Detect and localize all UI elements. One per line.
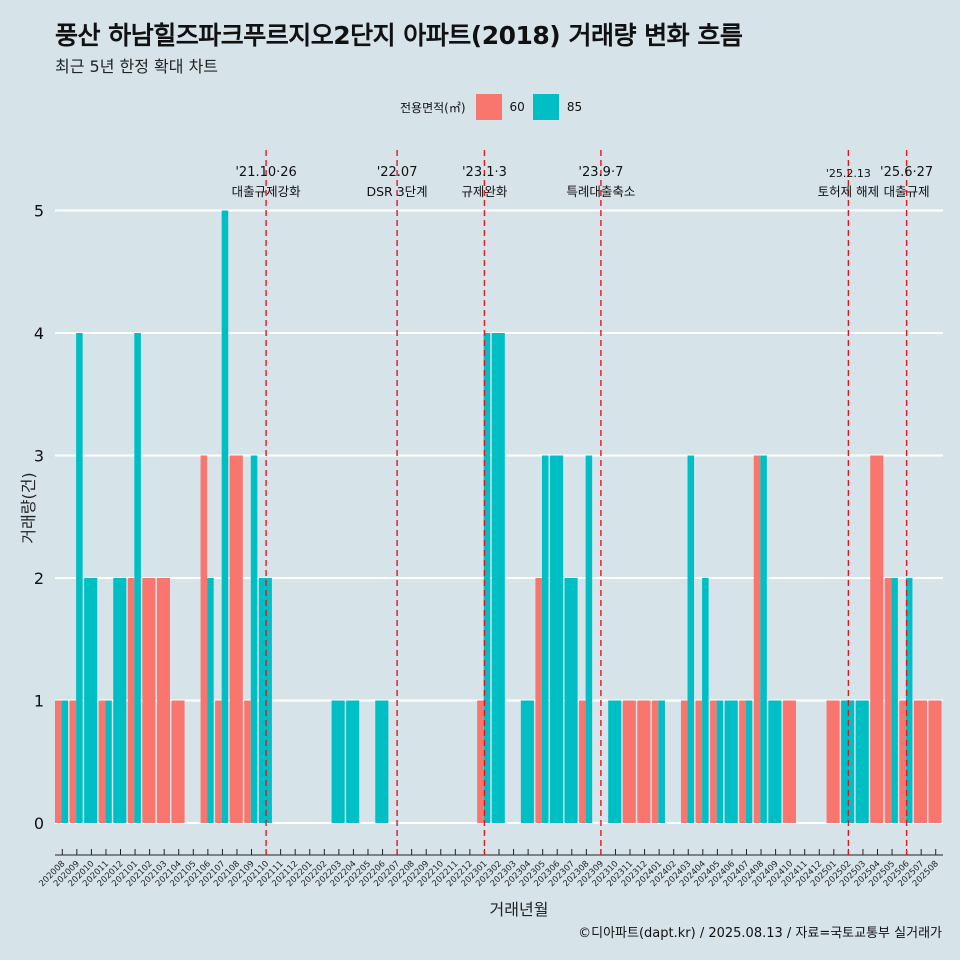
bar-60-202009 — [69, 700, 77, 823]
bar-60-202108 — [229, 455, 243, 823]
bar-60-202102 — [142, 578, 156, 823]
bar-85-202310 — [608, 700, 622, 823]
bar-60-202505 — [884, 578, 892, 823]
bar-60-202410 — [782, 700, 796, 823]
bar-85-202308 — [585, 455, 593, 823]
bar-85-202401 — [658, 700, 665, 823]
legend-key-60 — [475, 94, 502, 120]
bar-85-202109 — [250, 455, 258, 823]
bar-60-202508 — [928, 700, 942, 823]
annotation-date-202506: '25.6·27 — [880, 165, 933, 180]
bar-85-202505 — [891, 578, 898, 823]
y-axis-title: 거래량(건) — [19, 472, 38, 543]
bar-85-202010 — [84, 578, 98, 823]
bar-60-202305 — [535, 578, 542, 823]
bar-85-202203 — [331, 700, 345, 823]
bar-60-202107 — [215, 700, 222, 823]
annotation-date-202502: '25.2.13 — [826, 167, 871, 180]
bar-85-202009 — [76, 333, 83, 823]
bar-60-202504 — [870, 455, 884, 823]
annotation-label-202506: 대출규제 — [884, 184, 930, 199]
annotation-date-202207: '22.07 — [377, 165, 418, 180]
bar-60-202308 — [579, 700, 586, 823]
bar-60-202401 — [651, 700, 659, 823]
bar-60-202109 — [244, 700, 251, 823]
bar-60-202404 — [695, 700, 703, 823]
bar-60-202507 — [913, 700, 927, 823]
y-tick-label: 3 — [34, 447, 44, 466]
bar-85-202406 — [724, 700, 738, 823]
annotation-date-202110: '21.10·26 — [235, 165, 296, 180]
x-axis-title: 거래년월 — [490, 900, 549, 919]
bar-85-202106 — [207, 578, 214, 823]
bar-85-202305 — [541, 455, 549, 823]
bar-85-202409 — [768, 700, 782, 823]
bar-85-202011 — [105, 700, 112, 823]
legend-item-60: 60 — [475, 94, 525, 120]
annotation-date-202309: '23.9·7 — [578, 165, 623, 180]
bar-85-202307 — [564, 578, 578, 823]
bar-85-202403 — [687, 455, 695, 823]
bar-60-202403 — [680, 700, 688, 823]
bar-60-202405 — [710, 700, 717, 823]
bar-60-202312 — [637, 700, 651, 823]
annotation-label-202207: DSR 3단계 — [367, 184, 428, 199]
bar-85-202503 — [855, 700, 869, 823]
y-tick-label: 5 — [34, 202, 44, 221]
annotation-label-202301: 규제완화 — [461, 184, 508, 199]
legend-key-85 — [532, 94, 559, 120]
bar-85-202107 — [221, 210, 229, 823]
legend-item-85: 85 — [532, 94, 583, 120]
bar-60-202408 — [753, 455, 761, 823]
bar-85-202306 — [549, 455, 564, 823]
bar-60-202101 — [127, 578, 135, 823]
bar-60-202301 — [477, 700, 484, 823]
annotation-label-202309: 특례대출축소 — [566, 184, 635, 199]
bar-60-202501 — [826, 700, 840, 823]
bar-60-202103 — [156, 578, 171, 823]
y-tick-label: 2 — [34, 569, 44, 588]
bar-85-202012 — [113, 578, 127, 823]
y-tick-label: 0 — [34, 814, 44, 833]
bar-60-202106 — [200, 455, 208, 823]
bar-85-202304 — [520, 700, 534, 823]
legend-title: 전용면적(㎡) — [400, 100, 466, 115]
y-tick-label: 1 — [34, 692, 44, 711]
bar-85-202506 — [905, 578, 913, 823]
annotation-date-202301: '23.1·3 — [462, 165, 507, 180]
bar-60-202104 — [171, 700, 185, 823]
bar-85-202408 — [760, 455, 767, 823]
legend-label-85: 85 — [566, 100, 583, 114]
bar-60-202011 — [98, 700, 106, 823]
bar-60-202506 — [899, 700, 906, 823]
bar-85-202502 — [841, 700, 855, 823]
bar-85-202302 — [491, 333, 505, 823]
bar-60-202311 — [622, 700, 636, 823]
y-tick-label: 4 — [34, 324, 44, 343]
legend-label-60: 60 — [509, 100, 525, 114]
bar-85-202101 — [134, 333, 141, 823]
legend: 전용면적(㎡) 60 85 — [400, 94, 590, 120]
annotation-label-202502: 토허제 해제 — [818, 184, 879, 199]
bar-85-202405 — [716, 700, 724, 823]
bar-85-202110 — [258, 578, 272, 823]
bar-60-202407 — [739, 700, 746, 823]
bar-85-202204 — [346, 700, 360, 823]
bar-85-202301 — [483, 333, 491, 823]
bar-85-202008 — [61, 700, 69, 823]
annotation-label-202110: 대출규제강화 — [232, 184, 302, 199]
bar-60-202008 — [55, 700, 62, 823]
source-caption: ©디아파트(dapt.kr) / 2025.08.13 / 자료=국토교통부 실… — [578, 926, 942, 941]
bar-85-202404 — [702, 578, 709, 823]
chart-subtitle: 최근 5년 한정 확대 차트 — [55, 57, 219, 76]
chart-title: 풍산 하남힐즈파크푸르지오2단지 아파트(2018) 거래량 변화 흐름 — [55, 21, 743, 50]
bar-85-202407 — [745, 700, 753, 823]
bar-85-202206 — [375, 700, 389, 823]
